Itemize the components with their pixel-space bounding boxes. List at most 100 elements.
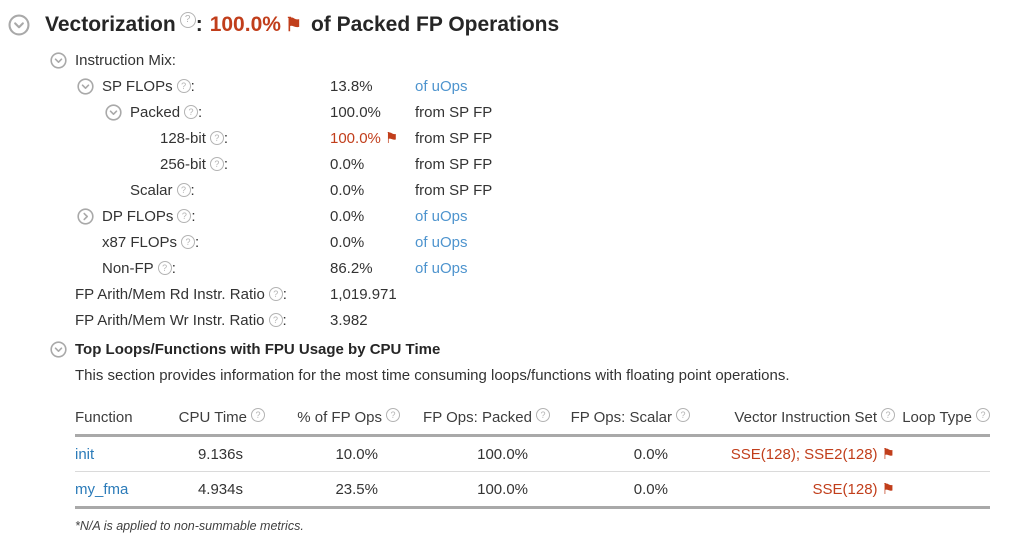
help-icon[interactable]: ? [157,261,172,275]
metric-value: 13.8% [330,78,415,95]
help-icon[interactable]: ? [209,131,224,145]
metric-row: Packed?:100.0% from SP FP [0,99,1013,125]
metric-label: SP FLOPs?: [0,78,330,95]
vectorization-value: 100.0% [209,13,281,36]
metric-label: 128-bit?: [0,130,330,147]
help-icon[interactable]: ? [184,105,199,119]
title-colon: : [195,13,203,36]
metric-value-text: 100.0% [330,130,381,147]
metric-value-text: 100.0% [330,103,381,121]
collapse-icon[interactable] [105,103,122,121]
section-description: This section provides information for th… [75,367,790,384]
metric-value: 1,019.971 [330,286,415,303]
metric-label: Packed?: [0,104,330,121]
column-header-fp-ops-packed: FP Ops: Packed? [400,403,550,436]
help-icon[interactable]: ? [176,79,191,93]
table-footnote: *N/A is applied to non-summable metrics. [75,519,304,533]
metric-colon: : [282,311,287,329]
cell-loop-type [895,436,990,472]
metric-value: 0.0% [330,156,415,173]
cell-function: init [75,436,160,472]
cell-vector-instruction-set: SSE(128) ⚑ [690,472,896,508]
section-collapse-icon[interactable] [50,340,67,358]
help-icon[interactable]: ? [386,408,400,422]
column-header-label: FP Ops: Scalar [570,409,672,426]
metric-colon: : [282,285,287,303]
metric-value: 86.2% [330,260,415,277]
metric-label: FP Arith/Mem Rd Instr. Ratio?: [0,286,330,303]
column-header-label: Function [75,408,133,426]
metric-row: FP Arith/Mem Wr Instr. Ratio?: 3.982 [0,307,1013,333]
flag-icon: ⚑ [881,481,895,498]
function-link[interactable]: my_fma [75,480,129,498]
metric-colon: : [190,77,195,95]
table-row: my_fma 4.934s 23.5% 100.0% 0.0% SSE(128) ⚑ [75,472,990,508]
uops-link[interactable]: of uOps [415,77,468,95]
column-header-label: Vector Instruction Set [734,409,877,426]
collapse-icon[interactable] [50,51,67,69]
table-header-row: Function CPU Time?% of FP Ops? FP Ops: Pac… [75,403,990,436]
metric-row: SP FLOPs?:13.8% of uOps [0,73,1013,99]
cell-fp-ops-packed: 100.0% [477,445,528,463]
metric-colon: : [191,207,196,225]
metric-colon: : [223,155,229,173]
help-icon[interactable]: ? [251,408,265,422]
metric-label: Non-FP?: [0,260,330,277]
section-collapse-icon[interactable] [8,13,30,36]
column-header-label: Loop Type [902,409,972,426]
uops-link[interactable]: of uOps [415,259,468,277]
function-link[interactable]: init [75,445,95,463]
metric-value-text: 0.0% [330,207,365,225]
metric-name: 128-bit [160,129,206,147]
fpu-usage-table: Function CPU Time?% of FP Ops? FP Ops: Pac… [75,403,990,509]
table-row: init 9.136s 10.0% 100.0% 0.0% SSE(128); SSE2(… [75,436,990,472]
help-icon[interactable]: ? [976,408,990,422]
help-icon[interactable]: ? [268,287,283,301]
flag-icon: ⚑ [284,15,302,36]
cell-vector-instruction-set: SSE(128); SSE2(128) ⚑ [690,436,895,472]
metric-value-text: 0.0% [330,233,365,251]
cell-cpu-time: 4.934s [197,480,243,498]
metric-name: DP FLOPs [102,207,174,225]
help-icon[interactable]: ? [209,157,224,171]
metric-row: Non-FP?:86.2% of uOps [0,255,1013,281]
metric-colon: : [198,103,203,121]
metric-name: 256-bit [160,155,206,173]
collapse-icon[interactable] [77,77,94,95]
help-icon[interactable]: ? [179,12,196,28]
help-icon[interactable]: ? [268,313,283,327]
uops-link[interactable]: of uOps [415,207,468,225]
metric-unit: from SP FP [415,155,493,173]
metric-value: 0.0% [330,234,415,251]
column-header--of-fp-ops: % of FP Ops? [265,403,400,436]
vector-isa-text: SSE(128) [812,481,878,498]
expand-icon[interactable] [77,207,94,225]
metric-value-text: 13.8% [330,77,373,95]
metric-row: 256-bit?: 0.0% from SP FP [0,151,1013,177]
metric-unit: from SP FP [415,129,493,147]
help-icon[interactable]: ? [177,209,192,223]
column-header-fp-ops-scalar: FP Ops: Scalar? [550,403,690,436]
metric-value: 3.982 [330,312,415,329]
metric-unit: from SP FP [415,103,493,121]
metric-name: FP Arith/Mem Wr Instr. Ratio [75,311,265,329]
metric-row: 128-bit?:100.0% ⚑ from SP FP [0,125,1013,151]
metric-label: Scalar?: [0,182,330,199]
metric-value-text: 0.0% [330,155,365,173]
help-icon[interactable]: ? [676,408,690,422]
help-icon[interactable]: ? [176,183,191,197]
metric-value: 100.0% [330,104,415,121]
metric-name: SP FLOPs [102,77,173,95]
metric-value-text: 0.0% [330,181,365,199]
metric-name: x87 FLOPs [102,233,178,251]
help-icon[interactable]: ? [536,408,550,422]
uops-link[interactable]: of uOps [415,233,468,251]
help-icon[interactable]: ? [181,235,196,249]
metric-row: x87 FLOPs?:0.0% of uOps [0,229,1013,255]
instruction-mix-tree: Instruction Mix: SP FLOPs?:13.8% of uOps … [0,47,1013,333]
column-header-label: % of FP Ops [297,409,382,426]
title-label: Vectorization [45,13,176,36]
page-title: Vectorization?:100.0% ⚑ of Packed FP Opera… [45,12,559,37]
top-loops-header: Top Loops/Functions with FPU Usage by CP… [0,336,1013,362]
help-icon[interactable]: ? [881,408,895,422]
